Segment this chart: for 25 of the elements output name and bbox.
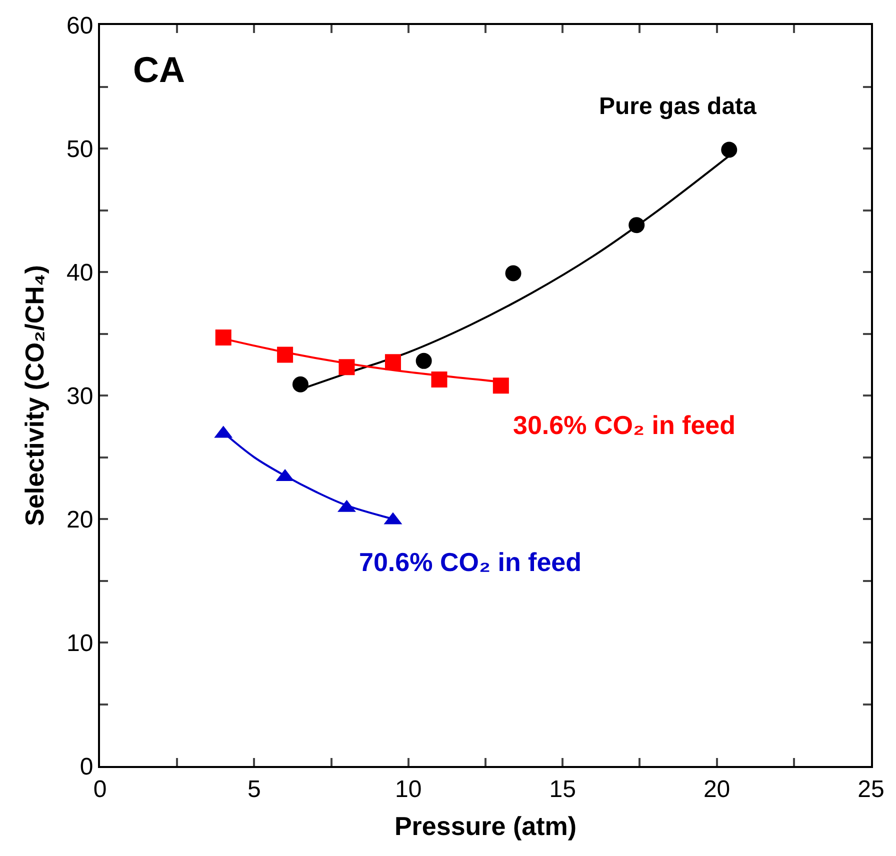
x-tick-label: 15	[549, 776, 576, 803]
x-tick-label: 5	[248, 776, 261, 803]
point	[384, 354, 401, 370]
x-tick-label: 25	[858, 776, 884, 803]
y-tick-label: 30	[66, 382, 94, 410]
y-tick-label: 40	[66, 259, 94, 286]
annotation: 70.6% CO₂ in feed	[359, 547, 582, 577]
annotation: CA	[133, 49, 185, 90]
annotation: Pure gas data	[599, 93, 758, 120]
point	[492, 378, 509, 394]
y-axis-title: Selectivity (CO₂/CH₄)	[19, 265, 50, 526]
point	[416, 352, 432, 369]
x-tick-label: 20	[703, 776, 730, 803]
y-tick-label: 0	[80, 753, 94, 780]
y-tick-label: 20	[66, 506, 94, 534]
point	[292, 376, 308, 392]
x-axis-title: Pressure (atm)	[394, 811, 577, 841]
y-tick-label: 50	[66, 136, 94, 163]
point	[505, 265, 522, 282]
point	[215, 329, 232, 346]
annotation: 30.6% CO₂ in feed	[513, 410, 736, 440]
y-tick-label: 10	[66, 630, 94, 657]
point	[721, 142, 738, 158]
y-tick-label: 60	[66, 12, 94, 40]
x-tick-label: 10	[395, 776, 422, 803]
